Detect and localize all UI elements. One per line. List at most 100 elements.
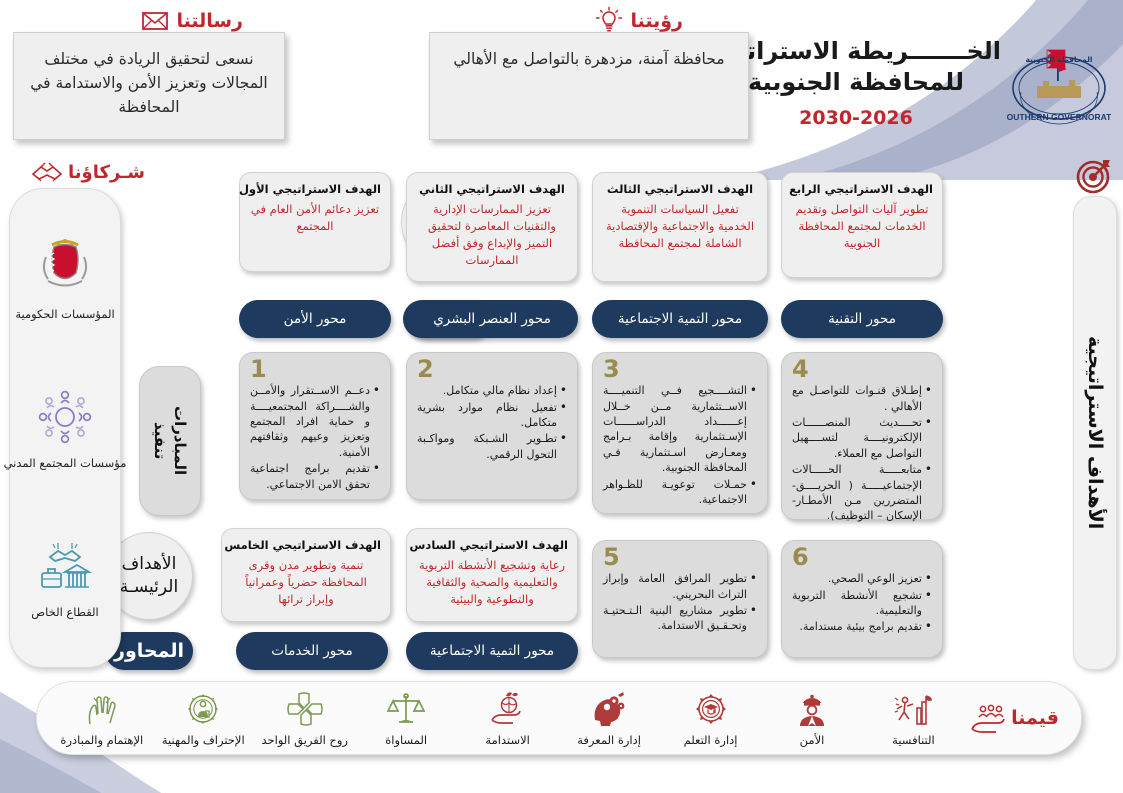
southern-governorate-logo: SOUTHERN GOVERNORATE المحافظة الجنوبية	[1007, 49, 1111, 125]
scales-icon	[386, 692, 426, 723]
axes-label-text-bottom: المحاور	[114, 640, 184, 662]
axis-pill-social-development-bottom[interactable]: محور التمية الاجتماعية	[406, 632, 578, 670]
objective-title: الهدف الاستراتيجي الرابع	[789, 182, 933, 196]
objective-card-1[interactable]: الهدف الاستراتيجي الأول تعزيز دعائم الأم…	[239, 172, 391, 272]
objective-card-4[interactable]: الهدف الاستراتيجي الرابع تطوير آليات الت…	[781, 172, 943, 278]
value-label: التنافسية	[892, 732, 935, 747]
page-title: الخـــــــريطة الاستراتيجية للمحافظة الج…	[695, 36, 1002, 131]
value-label: الأمن	[799, 732, 825, 747]
svg-text:SOUTHERN GOVERNORATE: SOUTHERN GOVERNORATE	[1007, 112, 1111, 122]
partner-label: القطاع الخاص	[31, 604, 99, 619]
value-label: الإحتراف والمهنية	[161, 732, 245, 747]
value-item-sustainability[interactable]: الاستدامة	[461, 690, 555, 747]
partner-label: المؤسسات الحكومية	[15, 307, 115, 322]
value-label: إدارة المعرفة	[577, 732, 641, 747]
initiative-item: تقديم برامج اجتماعية تحقق الامن الاجتماع…	[250, 460, 380, 492]
values-list: التنافسية الأمن	[51, 690, 964, 747]
professionalism-gear-icon	[188, 693, 219, 724]
initiative-item: تطوير مشاريع البنية الـتـحتيـة وتحـقـيق …	[603, 602, 757, 634]
partner-item-private-sector[interactable]: القطاع الخاص	[31, 535, 99, 619]
initiative-card-1[interactable]: 1 دعــم الاســتقرار والأمــن والشــــراك…	[239, 352, 391, 500]
axis-pill-security[interactable]: محور الأمن	[239, 300, 391, 338]
envelope-icon	[142, 12, 169, 30]
axis-label: محور التقنية	[828, 311, 896, 327]
axis-pill-human-resources[interactable]: محور العنصر البشري	[406, 300, 578, 338]
business-handshake-icon	[41, 542, 93, 588]
partners-label: شـركاؤنا	[68, 161, 145, 183]
value-item-competitiveness[interactable]: التنافسية	[866, 690, 960, 747]
value-item-care-initiative[interactable]: الإهتمام والمبادرة	[55, 690, 149, 747]
initiative-item: تطوير المرافق العامة وإبراز التراث البحر…	[603, 570, 757, 602]
initiative-item: تفعيل نظام موارد بشرية متكامل.	[417, 399, 567, 431]
axis-pill-social-development-top[interactable]: محور التمية الاجتماعية	[592, 300, 768, 338]
partner-item-government[interactable]: المؤسسات الحكومية	[15, 237, 115, 322]
mission-heading: رسالتنا	[140, 6, 243, 36]
initiative-item: إطـلاق قنـوات للتواصـل مع الأهالي .	[792, 382, 932, 414]
title-line-2: للمحافظة الجنوبية	[748, 67, 964, 96]
axis-pill-services[interactable]: محور الخدمات	[236, 632, 388, 670]
objective-card-2[interactable]: الهدف الاستراتيجي الثاني تعزيز الممارسات…	[406, 172, 578, 282]
objective-title: الهدف الاستراتيجي الثالث	[606, 182, 754, 196]
initiative-card-5[interactable]: 5 تطوير المرافق العامة وإبراز التراث الب…	[592, 540, 768, 658]
partners-panel: المؤسسات الحكومية مؤسسات المجتمع الم	[4, 188, 126, 668]
competitiveness-icon	[895, 694, 933, 725]
objective-desc: تنمية وتطوير مدن وقرى المحافظة حضرياً وع…	[245, 558, 367, 607]
initiative-number: 2	[417, 355, 434, 383]
initiative-card-6[interactable]: 6 تعزيز الوعي الصحي. تشجيع الأنشطة الترب…	[781, 540, 943, 658]
sustainability-hand-icon	[490, 691, 521, 724]
value-item-learning-management[interactable]: إدارة التعلم	[664, 690, 758, 747]
objective-title: الهدف الاستراتيجي السادس	[409, 538, 568, 552]
vision-box: محافظة آمنة، مزدهرة بالتواصل مع الأهالي	[429, 32, 749, 140]
initiative-item: حمـلات توعويـة للظـواهر الاجتماعية.	[603, 476, 757, 508]
vision-label: رؤيتنا	[630, 10, 683, 32]
value-item-teamwork[interactable]: روح الفريق الواحد	[258, 690, 352, 747]
partner-item-civil-society[interactable]: مؤسسات المجتمع المدني	[4, 386, 126, 470]
hand-people-icon	[971, 704, 1005, 733]
initiative-card-2[interactable]: 2 إعداد نظام مالي متكامل. تفعيل نظام موا…	[406, 352, 578, 500]
teamwork-hands-icon	[286, 691, 323, 726]
target-icon	[1076, 160, 1110, 194]
title-years: 2030-2026	[799, 107, 913, 130]
value-label: المساواة	[385, 732, 428, 747]
initiative-list: إطـلاق قنـوات للتواصـل مع الأهالي . تحــ…	[792, 382, 932, 524]
value-item-professionalism[interactable]: الإحتراف والمهنية	[156, 690, 250, 747]
vision-heading: رؤيتنا	[594, 6, 683, 36]
objective-title: الهدف الاستراتيجي الأول	[238, 182, 381, 196]
initiative-card-4[interactable]: 4 إطـلاق قنـوات للتواصـل مع الأهالي . تح…	[781, 352, 943, 522]
objective-desc: تفعيل السياسات التنموية الخدمية والاجتما…	[605, 202, 755, 251]
value-item-knowledge-management[interactable]: إدارة المعرفة	[562, 690, 656, 747]
implementation-label-text: تنفيذ	[151, 422, 169, 460]
initiative-list: التشــــجيع فــي التنميــــة الاســتثمار…	[603, 382, 757, 508]
knowledge-head-icon	[594, 691, 625, 726]
mission-label: رسالتنا	[176, 10, 243, 32]
axis-label: محور الأمن	[283, 311, 347, 327]
objective-card-6[interactable]: الهدف الاستراتيجي السادس رعاية وتشجيع ال…	[406, 528, 578, 622]
objective-card-5[interactable]: الهدف الاستراتيجي الخامس تنمية وتطوير مد…	[221, 528, 391, 622]
svg-text:المحافظة الجنوبية: المحافظة الجنوبية	[1026, 55, 1093, 64]
mission-box: نسعى لتحقيق الريادة في مختلف المجالات وت…	[13, 32, 285, 140]
initiative-card-3[interactable]: 3 التشــــجيع فــي التنميــــة الاســتثم…	[592, 352, 768, 514]
initiative-list: تطوير المرافق العامة وإبراز التراث البحر…	[603, 570, 757, 634]
vision-text: محافظة آمنة، مزدهرة بالتواصل مع الأهالي	[453, 50, 725, 68]
values-bar: قيمنا	[36, 681, 1082, 755]
value-label: إدارة التعلم	[683, 732, 738, 747]
value-item-security[interactable]: الأمن	[765, 690, 859, 747]
initiative-item: متابعـــــة الحـــــالات الإجتماعيـــــة…	[792, 461, 932, 524]
objective-card-3[interactable]: الهدف الاستراتيجي الثالث تفعيل السياسات …	[592, 172, 768, 282]
objective-title: الهدف الاستراتيجي الخامس	[224, 538, 381, 552]
initiatives-label-text: المبادرات	[171, 406, 189, 476]
initiative-item: تشجيع الأنشطة التربوية والتعليمية.	[792, 587, 932, 619]
strategic-objectives-strip: الأهداف الاستراتيجية	[1073, 196, 1117, 670]
initiative-number: 4	[792, 355, 809, 383]
objective-desc: رعاية وتشجيع الأنشطة التربوية والتعليمية…	[418, 558, 566, 607]
objective-desc: تعزيز الممارسات الإدارية والتقنيات المعا…	[428, 202, 556, 268]
strategic-objectives-label: الأهداف الاستراتيجية	[1084, 336, 1106, 530]
value-item-equality[interactable]: المساواة	[359, 690, 453, 747]
initiative-item: دعــم الاســتقرار والأمــن والشــــراكة …	[250, 382, 380, 460]
title-line-1: الخـــــــريطة الاستراتيجية	[695, 37, 1002, 65]
value-label: روح الفريق الواحد	[261, 732, 348, 747]
initiative-list: إعداد نظام مالي متكامل. تفعيل نظام موارد…	[417, 382, 567, 462]
axis-pill-technology[interactable]: محور التقنية	[781, 300, 943, 338]
police-officer-icon	[800, 694, 824, 726]
